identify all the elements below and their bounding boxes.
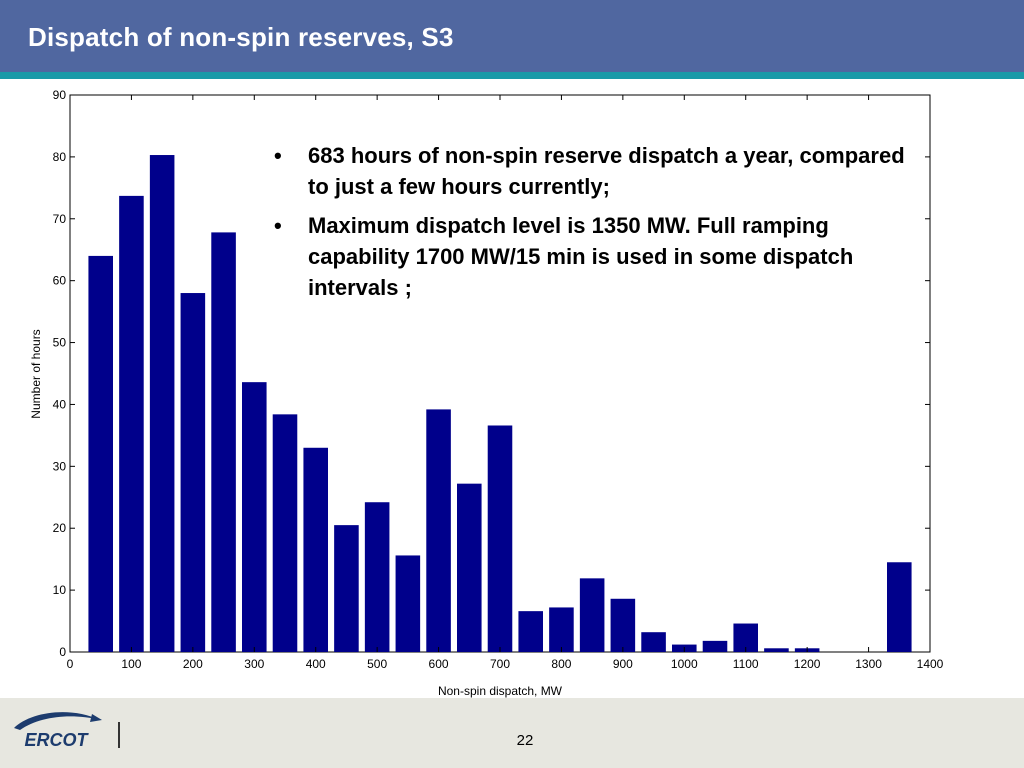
x-tick-label: 1000 <box>671 657 698 671</box>
x-tick-label: 400 <box>306 657 326 671</box>
bullet-text: Maximum dispatch level is 1350 MW. Full … <box>308 213 854 300</box>
bar-series <box>88 155 912 652</box>
histogram-bar <box>364 502 390 652</box>
histogram-bar <box>211 232 236 652</box>
x-tick-label: 1100 <box>733 657 759 671</box>
histogram-bar <box>549 607 574 652</box>
histogram-bar <box>518 611 543 652</box>
histogram-bar <box>303 447 328 652</box>
x-tick-label: 1300 <box>855 657 882 671</box>
histogram-bar <box>272 414 298 652</box>
x-tick-label: 200 <box>183 657 203 671</box>
histogram-bar <box>149 155 175 652</box>
x-axis-label: Non-spin dispatch, MW <box>438 684 563 698</box>
histogram-bar <box>887 562 912 652</box>
y-tick-label: 10 <box>53 583 67 597</box>
histogram-bar <box>395 555 421 652</box>
y-tick-label: 50 <box>53 336 67 350</box>
bullet-list: • 683 hours of non-spin reserve dispatch … <box>270 140 910 311</box>
x-tick-label: 600 <box>429 657 449 671</box>
histogram-chart: 0 100 200 300 400 500 600 700 800 900 1000 1100 1200… <box>29 88 944 698</box>
page-number: 22 <box>516 732 534 749</box>
footer-bar <box>0 698 1024 768</box>
title-bar <box>0 0 1024 72</box>
logo-separator <box>118 722 120 748</box>
x-tick-label: 700 <box>490 657 510 671</box>
histogram-bar <box>579 578 605 652</box>
x-tick-label: 500 <box>367 657 387 671</box>
histogram-bar <box>242 382 267 652</box>
bullet-item: • Maximum dispatch level is 1350 MW. Full… <box>270 210 910 303</box>
slide-title: Dispatch of non-spin reserves, S3 <box>28 22 454 52</box>
y-tick-label: 30 <box>53 459 67 473</box>
x-tick-label: 0 <box>67 657 74 671</box>
y-axis-label: Number of hours <box>29 329 43 418</box>
y-tick-label: 40 <box>53 397 67 411</box>
bullet-dot: • <box>274 213 282 238</box>
x-tick-label: 100 <box>121 657 141 671</box>
histogram-bar <box>487 425 513 652</box>
bullet-dot: • <box>274 143 282 168</box>
histogram-bar <box>180 293 206 652</box>
x-tick-label: 1400 <box>917 657 944 671</box>
bullet-item: • 683 hours of non-spin reserve dispatch … <box>270 140 910 202</box>
y-tick-label: 60 <box>53 274 67 288</box>
x-tick-label: 900 <box>613 657 633 671</box>
x-tick-label: 800 <box>551 657 571 671</box>
histogram-bar <box>119 195 144 652</box>
logo-swoosh-icon <box>14 712 100 730</box>
histogram-bar <box>457 483 482 652</box>
y-tick-label: 70 <box>53 212 67 226</box>
logo-swoosh-tip-icon <box>90 714 102 722</box>
bullet-text: 683 hours of non-spin reserve dispatch a… <box>308 143 905 199</box>
histogram-bar <box>764 648 789 652</box>
x-tick-label: 1200 <box>794 657 821 671</box>
logo-text: ERCOT <box>25 730 90 750</box>
histogram-bar <box>426 409 451 652</box>
y-tick-label: 0 <box>59 645 66 659</box>
y-tick-label: 80 <box>53 150 67 164</box>
histogram-bar <box>334 525 359 652</box>
histogram-bar <box>88 255 113 652</box>
title-bar-accent-stripe <box>0 72 1024 79</box>
x-tick-label: 300 <box>244 657 264 671</box>
y-tick-label: 20 <box>53 521 67 535</box>
ercot-logo: ERCOT <box>14 712 102 750</box>
axis-ticks: 0 100 200 300 400 500 600 700 800 900 1000 1100 1200… <box>53 88 944 671</box>
y-tick-label: 90 <box>53 88 67 102</box>
histogram-bar <box>641 632 666 652</box>
histogram-bar <box>610 598 636 652</box>
histogram-bar <box>702 640 728 652</box>
